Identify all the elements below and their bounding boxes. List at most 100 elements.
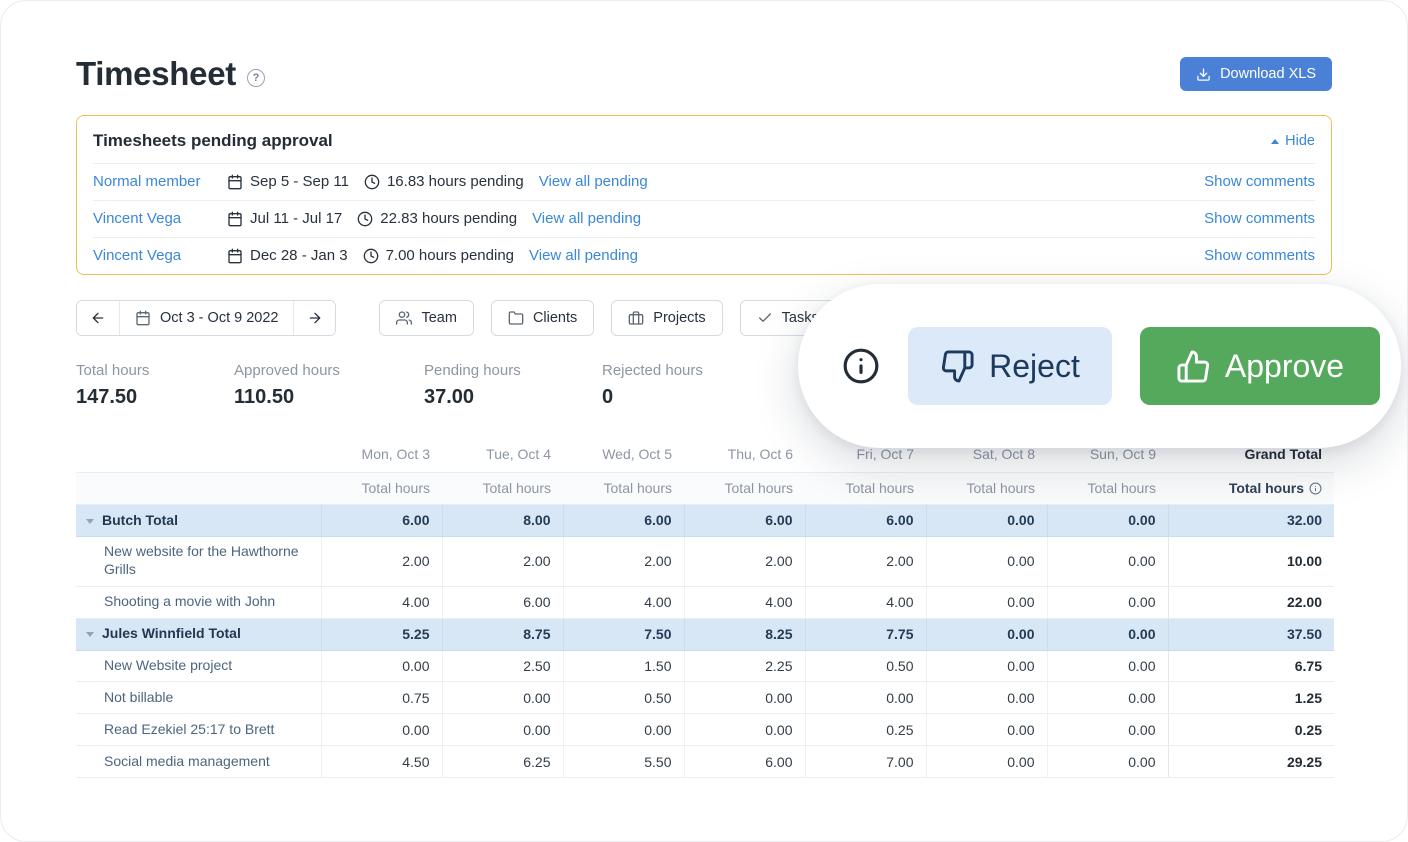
pending-row: Vincent Vega Jul 11 - Jul 17 22.83 hours… (93, 200, 1315, 237)
grand-total-cell: 1.25 (1167, 681, 1334, 715)
task-name[interactable]: New Website project (104, 657, 233, 674)
timesheet-table-body: Butch Total 6.00 8.00 6.00 6.00 6.00 0.00 0.00 3… (76, 504, 1334, 779)
subheader-total-hours: Total hours (1047, 472, 1168, 505)
hours-cell: 0.25 (804, 713, 926, 747)
member-total-row: Butch Total 6.00 8.00 6.00 6.00 6.00 0.00 0.00 3… (76, 504, 1334, 537)
stat-value: 110.50 (234, 386, 295, 408)
show-comments-link[interactable]: Show comments (1204, 210, 1315, 227)
grand-total-cell: 10.00 (1167, 536, 1334, 587)
hours-cell: 0.50 (562, 681, 684, 715)
task-name[interactable]: New website for the Hawthorne Grills (104, 543, 299, 578)
pending-hours-text: 16.83 hours pending (386, 173, 524, 190)
clock-icon (364, 174, 380, 189)
member-link[interactable]: Normal member (93, 173, 201, 190)
stat-value: 0 (602, 386, 614, 408)
show-comments-link[interactable]: Show comments (1204, 173, 1315, 190)
pending-hours-text: 22.83 hours pending (380, 210, 518, 227)
info-icon[interactable] (842, 347, 880, 385)
grand-total-cell: 37.50 (1167, 618, 1334, 651)
member-link[interactable]: Vincent Vega (93, 247, 182, 264)
hours-cell: 0.00 (1046, 618, 1168, 651)
hours-cell: 0.00 (441, 713, 563, 747)
view-all-pending-link[interactable]: View all pending (532, 210, 642, 227)
hours-cell: 0.00 (1046, 650, 1168, 683)
hours-cell: 0.00 (925, 536, 1047, 587)
hours-cell: 0.00 (320, 713, 442, 747)
collapse-caret-icon[interactable] (86, 632, 94, 638)
task-name[interactable]: Shooting a movie with John (104, 593, 276, 610)
hours-cell: 0.00 (1046, 681, 1168, 715)
next-week-button[interactable] (293, 301, 336, 335)
task-name[interactable]: Social media management (104, 752, 270, 769)
hours-cell: 2.00 (320, 536, 442, 587)
subheader-total-hours: Total hours (805, 472, 926, 505)
hours-cell: 6.00 (441, 586, 563, 619)
date-range-button[interactable]: Oct 3 - Oct 9 2022 (119, 301, 294, 335)
task-row: New website for the Hawthorne Grills 2.00… (76, 536, 1334, 587)
hours-cell: 0.75 (320, 681, 442, 715)
task-name[interactable]: Read Ezekiel 25:17 to Brett (104, 720, 275, 737)
grand-total-cell: 32.00 (1167, 504, 1334, 537)
hours-cell: 8.75 (441, 618, 563, 651)
stat-value: 147.50 (76, 386, 138, 408)
pending-hours-text: 7.00 hours pending (385, 247, 514, 264)
reject-button[interactable]: Reject (908, 327, 1112, 405)
clients-filter-label: Clients (532, 310, 578, 326)
day-column-header: Wed, Oct 5 (602, 446, 672, 462)
team-filter-label: Team (421, 310, 457, 326)
task-row: Read Ezekiel 25:17 to Brett 0.00 0.00 0.00 0… (76, 713, 1334, 747)
approve-button[interactable]: Approve (1140, 327, 1380, 405)
page-header: Timesheet ? Download XLS (76, 55, 1332, 93)
hours-cell: 0.00 (1046, 536, 1168, 587)
view-all-pending-link[interactable]: View all pending (538, 173, 648, 190)
stat-label: Total hours (76, 362, 150, 379)
thumbs-down-icon (942, 349, 974, 383)
hours-cell: 2.50 (441, 650, 563, 683)
show-comments-link[interactable]: Show comments (1204, 247, 1315, 264)
help-icon[interactable]: ? (246, 69, 265, 87)
hours-cell: 0.00 (804, 681, 926, 715)
date-navigator: Oct 3 - Oct 9 2022 (76, 300, 337, 336)
briefcase-icon (628, 311, 644, 325)
date-range: Jul 11 - Jul 17 (227, 210, 342, 227)
hours-cell: 2.00 (683, 536, 805, 587)
approve-label: Approve (1224, 347, 1345, 384)
hours-cell: 0.00 (683, 713, 805, 747)
approval-popover: Reject Approve (798, 284, 1401, 448)
calendar-icon (228, 174, 242, 189)
projects-filter-button[interactable]: Projects (611, 300, 723, 336)
hours-cell: 0.00 (1046, 586, 1168, 619)
check-icon (758, 313, 771, 322)
hours-cell: 6.25 (441, 745, 563, 779)
pending-hours: 22.83 hours pending (357, 210, 517, 227)
member-name[interactable]: Butch Total (102, 511, 178, 528)
task-row: New Website project 0.00 2.50 1.50 2.25 0.50 0… (76, 650, 1334, 683)
empty-header-cell (76, 437, 321, 473)
hours-cell: 4.00 (804, 586, 926, 619)
task-name[interactable]: Not billable (104, 688, 174, 705)
hours-cell: 0.00 (1046, 504, 1168, 537)
download-xls-button[interactable]: Download XLS (1180, 57, 1332, 91)
hide-link[interactable]: Hide (1271, 133, 1315, 149)
member-total-row: Jules Winnfield Total 5.25 8.75 7.50 8.25 7.7… (76, 618, 1334, 651)
collapse-caret-icon[interactable] (86, 518, 94, 524)
calendar-icon (228, 248, 242, 263)
prev-week-button[interactable] (77, 301, 119, 335)
hours-cell: 0.00 (925, 650, 1047, 683)
date-range-text: Jul 11 - Jul 17 (250, 210, 343, 227)
member-link[interactable]: Vincent Vega (93, 210, 182, 227)
stat-pending-hours: Pending hours 37.00 (424, 362, 602, 409)
stat-label: Rejected hours (602, 362, 703, 379)
clients-filter-button[interactable]: Clients (490, 300, 595, 336)
view-all-pending-link[interactable]: View all pending (529, 247, 638, 264)
hours-cell: 2.00 (441, 536, 563, 587)
hours-cell: 6.00 (320, 504, 442, 537)
row-label-cell: Shooting a movie with John (76, 586, 321, 619)
row-label-cell: New Website project (76, 650, 321, 683)
row-label-cell: Not billable (76, 681, 321, 715)
day-column-header: Fri, Oct 7 (856, 446, 914, 462)
member-name[interactable]: Jules Winnfield Total (102, 625, 241, 642)
download-icon (1197, 67, 1210, 81)
team-filter-button[interactable]: Team (379, 300, 474, 336)
calendar-icon (136, 310, 150, 326)
